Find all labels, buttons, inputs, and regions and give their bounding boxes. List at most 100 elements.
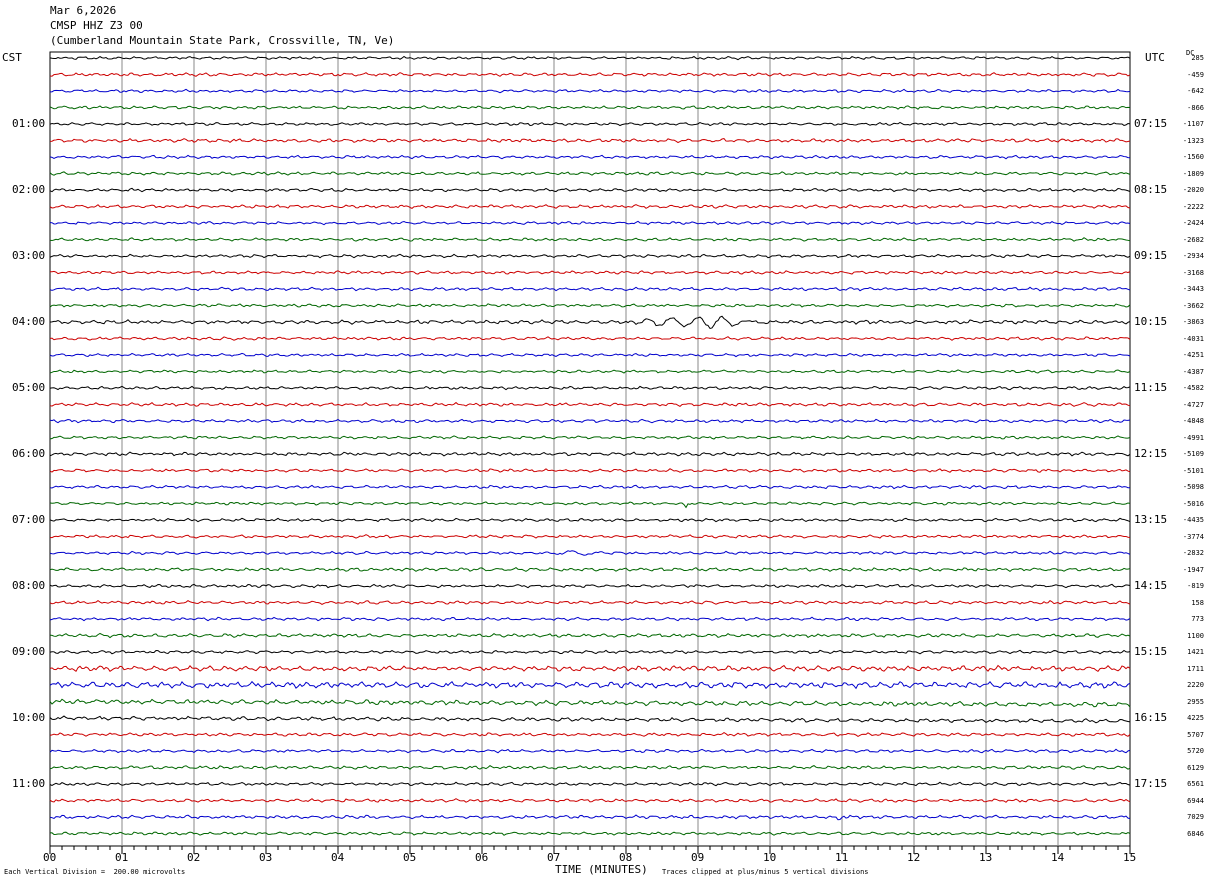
- trace-40: [49, 715, 1131, 724]
- utc-hour-label: 13:15: [1134, 513, 1168, 526]
- trace-10: [49, 220, 1131, 226]
- trace-21: [49, 401, 1131, 407]
- trace-13: [49, 270, 1131, 275]
- plot-frame: [49, 51, 1131, 847]
- dc-offset-label: 2220: [1187, 681, 1204, 689]
- x-tick-label: 08: [619, 851, 633, 864]
- trace-41: [49, 732, 1131, 737]
- x-tick-label: 10: [763, 851, 777, 864]
- dc-offset-label: -5098: [1182, 483, 1204, 491]
- station-label: CMSP HHZ Z3 00: [50, 19, 143, 32]
- trace-45: [49, 798, 1131, 803]
- trace-0: [49, 55, 1131, 61]
- dc-offset-label: 5720: [1187, 747, 1204, 755]
- dc-offset-label: -3168: [1182, 268, 1204, 277]
- cst-hour-label: 11:00: [12, 777, 46, 790]
- dc-offset-label: -459: [1187, 70, 1204, 79]
- trace-34: [49, 616, 1131, 622]
- trace-18: [49, 352, 1131, 358]
- utc-hour-label: 15:15: [1134, 645, 1168, 658]
- dc-offset-label: 6846: [1187, 829, 1204, 838]
- dc-offset-label: -1323: [1182, 136, 1204, 145]
- trace-42: [49, 748, 1131, 754]
- date-label: Mar 6,2026: [50, 4, 117, 17]
- trace-33: [49, 599, 1131, 605]
- trace-29: [49, 534, 1131, 539]
- trace-30: [49, 550, 1131, 556]
- x-tick-label: 04: [331, 851, 345, 864]
- trace-24: [49, 451, 1131, 457]
- utc-hour-label: 17:15: [1134, 777, 1168, 790]
- trace-5: [49, 138, 1131, 144]
- right-timezone-label: UTC: [1145, 51, 1165, 64]
- x-tick-label: 09: [691, 851, 705, 864]
- dc-offset-label: -5109: [1182, 450, 1204, 458]
- cst-hour-label: 08:00: [12, 579, 46, 592]
- left-timezone-label: CST: [2, 51, 22, 64]
- trace-35: [49, 632, 1131, 639]
- dc-offset-label: -1107: [1182, 120, 1204, 128]
- dc-offset-label: -819: [1187, 582, 1204, 590]
- dc-offset-label: 1711: [1187, 664, 1204, 673]
- dc-offset-label: -3774: [1182, 532, 1204, 541]
- trace-8: [49, 187, 1131, 193]
- trace-39: [49, 698, 1131, 708]
- dc-offset-label: -1947: [1182, 565, 1204, 574]
- cst-hour-label: 10:00: [12, 711, 46, 724]
- dc-offset-label: -642: [1187, 87, 1204, 95]
- dc-offset-label: -1809: [1182, 169, 1204, 178]
- trace-7: [49, 171, 1131, 176]
- utc-hour-label: 12:15: [1134, 447, 1168, 460]
- trace-2: [49, 88, 1131, 94]
- dc-offset-label: 5707: [1187, 730, 1204, 739]
- trace-14: [49, 286, 1131, 292]
- trace-4: [49, 121, 1131, 127]
- dc-offset-label: -4582: [1182, 384, 1204, 392]
- x-tick-label: 00: [43, 851, 57, 864]
- cst-hour-label: 05:00: [12, 381, 46, 394]
- trace-43: [49, 765, 1131, 770]
- dc-offset-label: 285: [1191, 54, 1204, 62]
- utc-hour-label: 09:15: [1134, 249, 1168, 262]
- dc-offset-label: -3662: [1182, 301, 1204, 310]
- cst-hour-label: 03:00: [12, 249, 46, 262]
- dc-offset-label: 6944: [1187, 796, 1204, 805]
- x-tick-label: 01: [115, 851, 129, 864]
- dc-offset-label: -4435: [1182, 516, 1204, 524]
- trace-37: [49, 664, 1131, 673]
- dc-offset-label: -4251: [1182, 351, 1204, 359]
- trace-22: [49, 418, 1131, 424]
- x-tick-label: 11: [835, 851, 849, 864]
- x-tick-label: 06: [475, 851, 489, 864]
- dc-offset-label: -2020: [1182, 186, 1204, 194]
- dc-offset-label: -4991: [1182, 433, 1204, 442]
- x-tick-label: 03: [259, 851, 273, 864]
- cst-hour-label: 01:00: [12, 117, 46, 130]
- trace-27: [49, 501, 1131, 509]
- dc-offset-label: -4848: [1182, 417, 1204, 425]
- dc-offset-label: 7029: [1187, 813, 1204, 821]
- dc-offset-label: -3443: [1182, 285, 1204, 293]
- trace-44: [49, 781, 1131, 787]
- dc-offset-label: -5101: [1182, 466, 1204, 475]
- dc-offset-label: -4387: [1182, 367, 1204, 376]
- dc-offset-label: 1100: [1187, 631, 1204, 640]
- x-tick-label: 13: [979, 851, 993, 864]
- trace-47: [49, 831, 1131, 836]
- utc-hour-label: 16:15: [1134, 711, 1168, 724]
- dc-offset-label: -1560: [1182, 153, 1204, 161]
- dc-offset-label: 773: [1191, 615, 1204, 623]
- x-tick-label: 07: [547, 851, 561, 864]
- dc-offset-label: -2682: [1182, 235, 1204, 244]
- dc-offset-label: -866: [1187, 103, 1204, 112]
- utc-hour-label: 11:15: [1134, 381, 1168, 394]
- trace-15: [49, 303, 1131, 308]
- dc-offset-label: 1421: [1187, 648, 1204, 656]
- trace-3: [49, 105, 1131, 110]
- x-tick-label: 05: [403, 851, 417, 864]
- cst-hour-label: 04:00: [12, 315, 46, 328]
- trace-23: [49, 435, 1131, 440]
- trace-20: [49, 385, 1131, 391]
- dc-offset-label: -5016: [1182, 499, 1204, 508]
